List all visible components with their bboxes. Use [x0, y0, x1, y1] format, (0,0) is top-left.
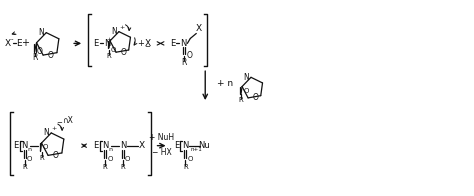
Text: N: N — [243, 73, 249, 82]
Text: +: + — [52, 126, 57, 132]
Text: N: N — [44, 128, 49, 137]
Text: E: E — [13, 141, 18, 150]
Text: O: O — [110, 47, 116, 53]
Text: R: R — [32, 53, 37, 62]
Text: O: O — [253, 93, 259, 102]
Text: n: n — [108, 147, 112, 152]
Text: O: O — [186, 51, 192, 60]
Text: R: R — [107, 53, 111, 59]
Text: O: O — [121, 48, 127, 57]
Text: O: O — [43, 144, 48, 150]
Text: N: N — [102, 141, 108, 150]
Text: R: R — [22, 163, 27, 170]
Text: + n: + n — [217, 79, 233, 88]
Text: − HX: − HX — [152, 148, 172, 157]
Text: -: - — [10, 36, 13, 42]
Text: E: E — [170, 39, 175, 48]
Text: −: − — [56, 120, 62, 126]
Text: X: X — [196, 24, 202, 33]
Text: n: n — [27, 147, 31, 152]
Text: +: + — [106, 37, 111, 42]
Text: E: E — [16, 39, 21, 48]
Text: E: E — [93, 141, 99, 150]
Text: O: O — [53, 151, 59, 160]
Text: O: O — [125, 156, 130, 162]
Text: O: O — [48, 51, 54, 60]
Text: +: + — [21, 38, 29, 48]
Text: X: X — [145, 39, 151, 48]
Text: R: R — [120, 163, 125, 170]
Text: Nu: Nu — [198, 141, 210, 150]
Text: N: N — [182, 141, 189, 150]
Text: R: R — [102, 163, 107, 170]
Text: N: N — [119, 141, 126, 150]
Text: N: N — [104, 39, 110, 48]
Text: R: R — [239, 97, 244, 103]
Text: R: R — [182, 58, 187, 67]
Text: E: E — [174, 141, 179, 150]
Text: +: + — [137, 39, 144, 48]
Text: N: N — [111, 27, 117, 36]
Text: n+1: n+1 — [191, 147, 202, 152]
Text: O: O — [107, 156, 113, 162]
Text: O: O — [243, 88, 249, 93]
Text: X: X — [138, 141, 145, 150]
Text: N: N — [180, 39, 187, 48]
Text: N: N — [21, 141, 27, 150]
Text: X: X — [5, 39, 11, 48]
Text: O: O — [27, 156, 32, 162]
Text: O: O — [36, 47, 43, 56]
Text: −: − — [145, 44, 151, 50]
Text: R: R — [183, 163, 188, 170]
Text: +: + — [119, 25, 125, 30]
Text: N: N — [38, 28, 44, 37]
Text: ∩X: ∩X — [62, 116, 73, 125]
Text: E: E — [93, 39, 99, 48]
Text: + NuH: + NuH — [149, 133, 174, 142]
Text: O: O — [188, 156, 193, 162]
Text: R: R — [39, 155, 44, 161]
